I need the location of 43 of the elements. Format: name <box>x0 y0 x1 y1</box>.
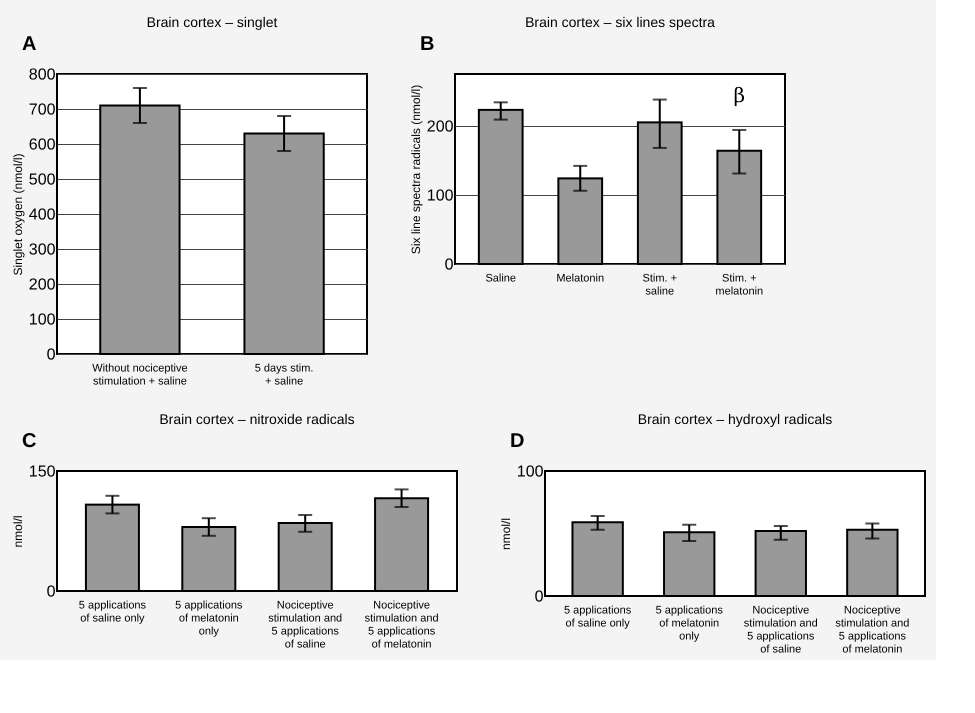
chart-title: Brain cortex – six lines spectra <box>525 14 716 30</box>
y-tick-label: 0 <box>534 588 544 606</box>
annotation: β <box>733 83 746 107</box>
y-tick-label: 200 <box>426 118 454 136</box>
y-tick-label: 500 <box>28 172 56 188</box>
chart-title: Brain cortex – hydroxyl radicals <box>638 411 832 427</box>
y-tick-label: 0 <box>444 256 454 274</box>
text: A <box>22 33 36 55</box>
x-tick-label: 5 applications of melatonin only <box>175 600 243 638</box>
x-tick-label: 5 applications of saline only <box>78 600 147 624</box>
y-tick-label: 0 <box>46 584 56 600</box>
x-tick-label: Without nociceptive stimulation + saline <box>92 362 188 388</box>
x-tick-label: Nociceptive stimulation and 5 applications of saline <box>268 600 342 650</box>
chart-title: Brain cortex – singlet <box>146 14 278 30</box>
y-axis-title: nmol/l <box>498 518 513 550</box>
chart-title: Brain cortex – nitroxide radicals <box>159 411 355 427</box>
x-tick-label: Saline <box>485 272 516 284</box>
x-tick-label: Stim. + melatonin <box>715 272 764 298</box>
y-axis-title: nmol/l <box>10 515 25 548</box>
y-axis-title: Six line spectra radicals (nmol/l) <box>408 84 423 254</box>
y-tick-label: 100 <box>516 464 544 480</box>
y-axis-title: Singlet oxygen (nmol/l) <box>10 153 25 276</box>
text: D <box>510 430 524 452</box>
x-tick-label: Nociceptive stimulation and 5 applications of melatonin <box>835 604 910 656</box>
y-tick-label: 150 <box>28 464 56 480</box>
y-tick-label: 300 <box>28 242 56 258</box>
y-tick-label: 400 <box>28 206 56 224</box>
x-tick-label: Stim. + saline <box>642 272 678 298</box>
x-tick-label: 5 applications of saline only <box>564 604 632 630</box>
y-tick-label: 600 <box>28 136 56 154</box>
y-tick-label: 200 <box>28 276 56 294</box>
text: C <box>22 430 36 452</box>
y-tick-label: 100 <box>426 187 454 204</box>
y-tick-label: 800 <box>28 66 56 84</box>
x-tick-label: 5 applications of melatonin only <box>656 604 724 642</box>
x-tick-label: Nociceptive stimulation and 5 applications of saline <box>744 604 818 656</box>
text: B <box>420 33 434 55</box>
x-tick-label: Nociceptive stimulation and 5 applications of melatonin <box>364 600 439 650</box>
y-tick-label: 0 <box>46 346 56 364</box>
x-tick-label: 5 days stim. + saline <box>254 362 314 388</box>
y-tick-label: 700 <box>28 102 56 118</box>
y-tick-label: 100 <box>28 312 56 328</box>
x-tick-label: Melatonin <box>556 272 604 284</box>
